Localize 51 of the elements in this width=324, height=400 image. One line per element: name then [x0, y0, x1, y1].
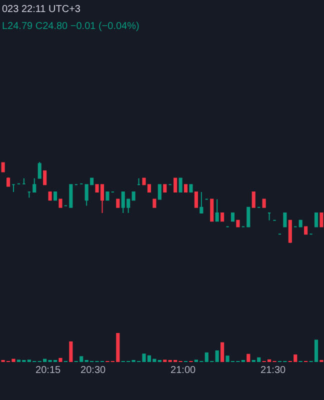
- candlestick: [152, 198, 156, 208]
- text: L24.79 C24.80 −0.01 (−0.04%): [2, 21, 140, 32]
- candlestick: [220, 212, 224, 222]
- candlestick: [268, 212, 272, 221]
- candlestick: [6, 176, 10, 187]
- candlestick: [320, 212, 324, 228]
- candlestick: [189, 184, 193, 192]
- candlestick: [174, 178, 178, 192]
- candlestick: [215, 198, 219, 222]
- candlestick: [184, 184, 188, 192]
- candlestick: [27, 191, 31, 198]
- candlestick: [194, 191, 198, 208]
- bar: [58, 358, 62, 362]
- x-tick-label: 20:15: [36, 365, 62, 376]
- candlestick: [22, 178, 26, 184]
- candlestick: [137, 178, 141, 186]
- x-tick-label: 21:30: [260, 365, 286, 376]
- candlestick: [304, 226, 308, 235]
- candlestick: [106, 191, 110, 201]
- bar: [69, 341, 73, 362]
- candlestick: [43, 170, 47, 186]
- x-tick-label: 20:30: [80, 365, 106, 376]
- candlestick: [298, 220, 302, 228]
- x-tick-label: 21:00: [170, 365, 196, 376]
- candlestick: [48, 191, 52, 201]
- bar: [246, 354, 250, 362]
- candlestick: [236, 220, 240, 228]
- candlestick: [314, 212, 318, 228]
- text: 023 22:11 UTC+3: [2, 4, 81, 15]
- candlestick: [252, 191, 256, 208]
- candlestick: [53, 191, 58, 201]
- candlestick: [32, 178, 36, 192]
- candlestick: [262, 198, 266, 208]
- candlestick: [12, 184, 16, 192]
- candlestick: [230, 212, 235, 222]
- candlestick: [132, 191, 136, 201]
- candlestick: [58, 198, 62, 208]
- candlestick: [288, 220, 292, 244]
- candlestick: [283, 212, 287, 228]
- candlestick: [246, 206, 250, 228]
- candlestick: [158, 184, 162, 200]
- candlestick: [210, 198, 214, 222]
- candlestick: [163, 184, 167, 192]
- candlestick: [116, 198, 120, 208]
- bar: [215, 350, 219, 362]
- candlestick: [178, 178, 182, 192]
- candlestick: [1, 162, 5, 172]
- candlestick: [38, 162, 42, 179]
- bar: [220, 342, 224, 362]
- candlestick: [69, 184, 73, 208]
- candlestick: [200, 191, 204, 214]
